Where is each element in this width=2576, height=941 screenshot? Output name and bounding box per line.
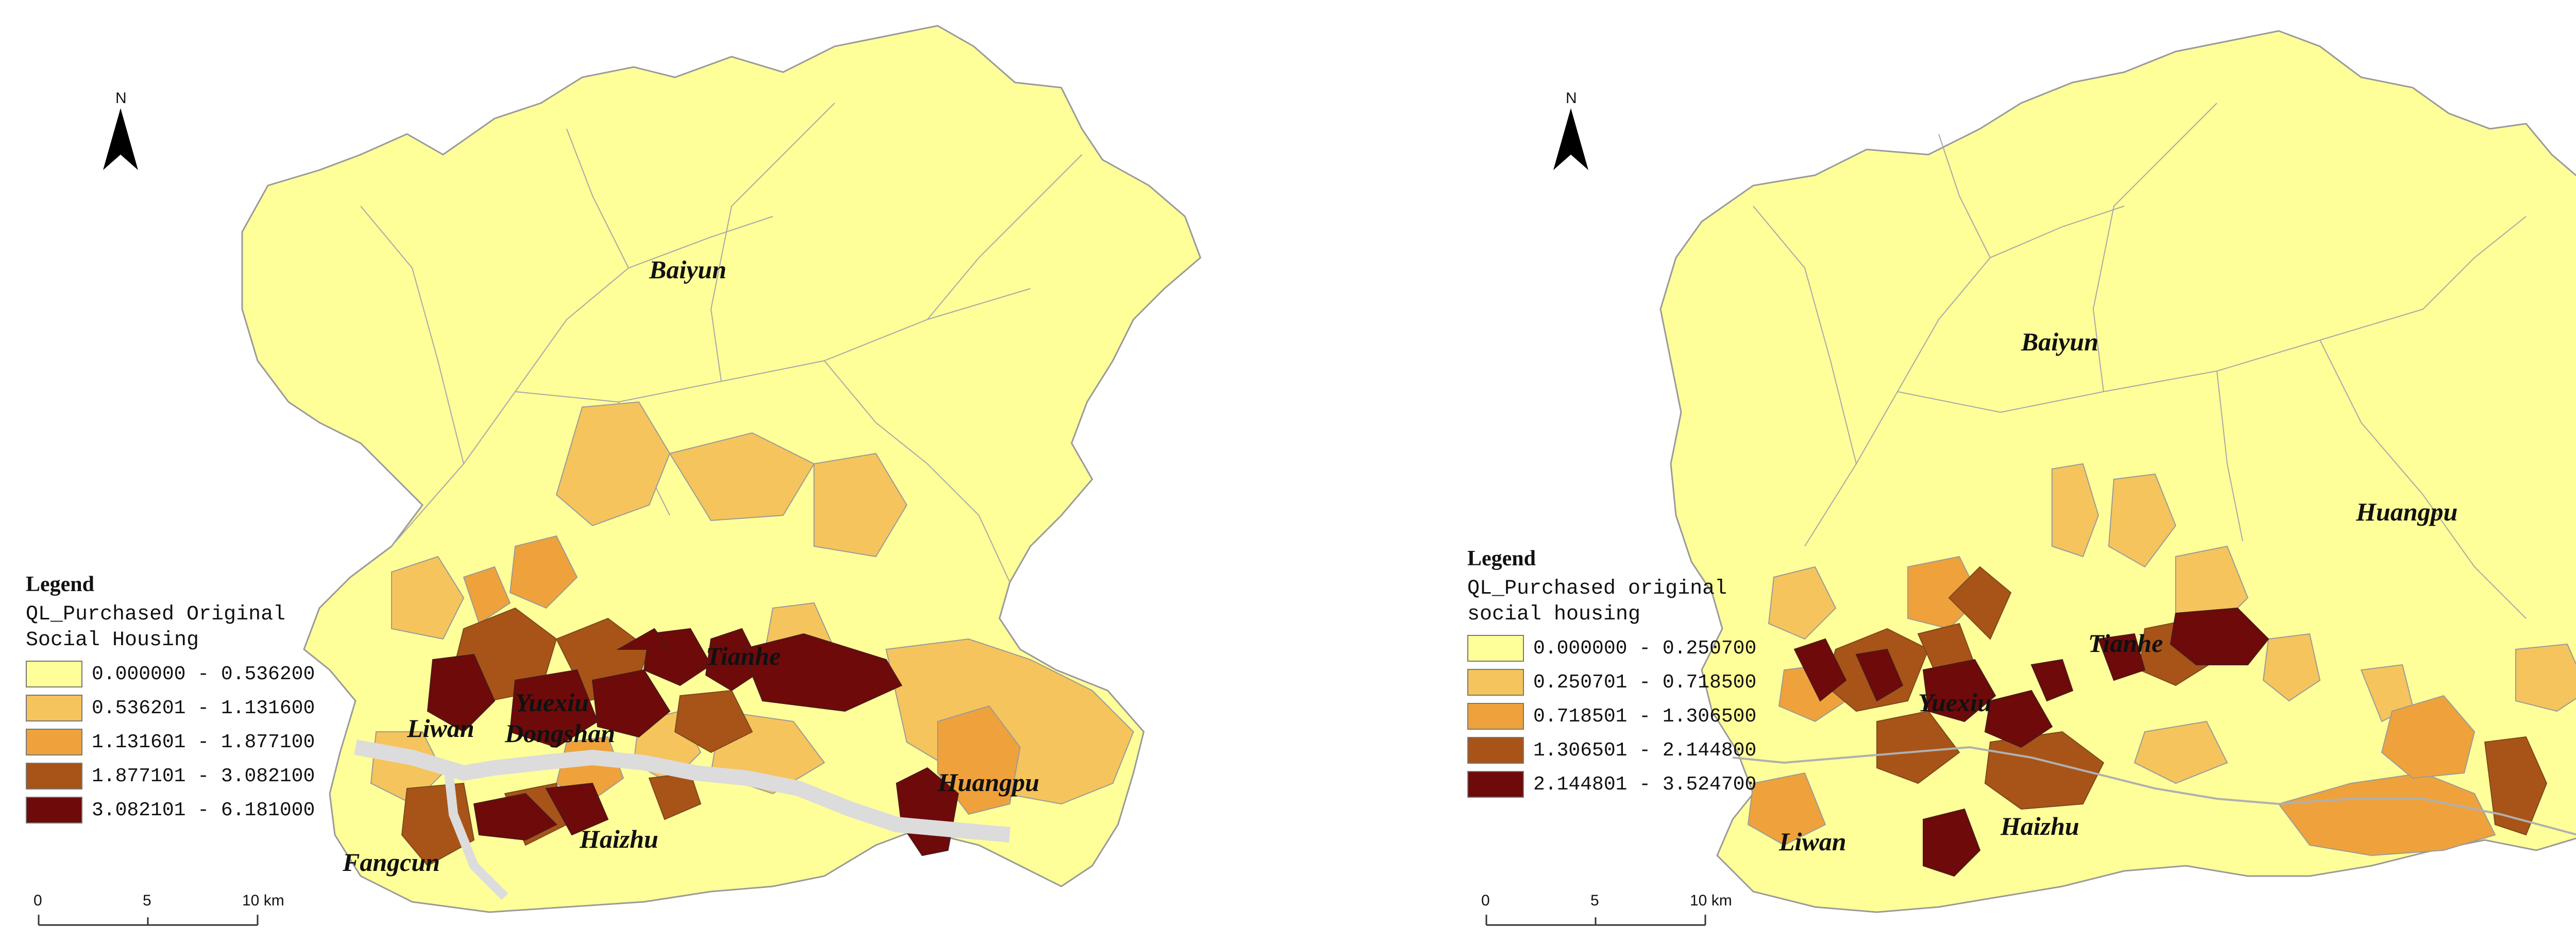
right-legend-heading: Legend: [1467, 547, 1536, 570]
left-map-panel: Baiyun Tianhe Yuexiu Dongshan Liwan Huan…: [26, 25, 1201, 926]
left-map-svg: Baiyun Tianhe Yuexiu Dongshan Liwan Huan…: [33, 25, 1201, 926]
right-label-yuexiu: Yuexiu: [1918, 688, 1992, 717]
left-legend-range-1: 0.000000 - 0.536200: [92, 663, 315, 685]
right-legend-swatch-3: [1467, 703, 1524, 730]
left-legend-class-4: 1.877101 - 3.082100: [26, 763, 315, 789]
right-north-arrow-icon: N: [1553, 90, 1588, 170]
right-label-tianhe: Tianhe: [2088, 629, 2163, 658]
right-scale-bar: 0 5 10 km: [1481, 892, 1732, 926]
left-label-baiyun: Baiyun: [649, 255, 726, 284]
right-legend-range-3: 0.718501 - 1.306500: [1533, 705, 1757, 728]
right-legend-class-2: 0.250701 - 0.718500: [1467, 669, 1756, 696]
left-label-huangpu: Huangpu: [937, 768, 1039, 797]
right-label-baiyun: Baiyun: [2021, 327, 2098, 356]
left-label-liwan: Liwan: [406, 714, 474, 743]
left-legend-classes: 0.000000 - 0.536200 0.536201 - 1.131600 1.…: [26, 661, 315, 824]
left-pearl-river: [354, 740, 1011, 843]
left-label-fangcun: Fangcun: [342, 848, 440, 877]
right-map-svg: Baiyun Huangpu Tianhe Yuexiu Liwan Haizh…: [1481, 30, 2576, 926]
left-legend-field-line2: Social Housing: [26, 629, 199, 652]
left-legend-heading: Legend: [26, 573, 95, 596]
left-legend-swatch-3: [26, 729, 82, 755]
right-legend-range-2: 0.250701 - 0.718500: [1533, 671, 1757, 694]
right-legend-swatch-4: [1467, 737, 1524, 764]
right-legend-classes: 0.000000 - 0.250700 0.250701 - 0.718500 0.…: [1467, 635, 1756, 798]
right-legend-class-3: 0.718501 - 1.306500: [1467, 703, 1756, 730]
right-label-liwan: Liwan: [1778, 827, 1846, 856]
right-legend-swatch-1: [1467, 635, 1524, 662]
left-scale-tick-0: 0: [33, 892, 42, 909]
right-scale-tick-10: 10 km: [1690, 892, 1732, 909]
right-class5-areas: [1793, 607, 2269, 877]
left-label-dongshan: Dongshan: [504, 719, 615, 748]
right-label-huangpu: Huangpu: [2355, 497, 2458, 526]
left-scale-tick-10: 10 km: [242, 892, 284, 909]
right-legend: Legend QL_Purchased original social hous…: [1467, 546, 1756, 798]
right-scale-tick-5: 5: [1590, 892, 1599, 909]
left-label-tianhe: Tianhe: [706, 642, 781, 670]
right-label-haizhu: Haizhu: [2000, 812, 2079, 841]
right-legend-class-4: 1.306501 - 2.144800: [1467, 737, 1756, 764]
left-legend-range-2: 0.536201 - 1.131600: [92, 697, 315, 719]
right-pearl-river: [1732, 746, 2576, 836]
right-map-panel: Baiyun Huangpu Tianhe Yuexiu Liwan Haizh…: [1341, 0, 2576, 941]
left-legend-range-3: 1.131601 - 1.877100: [92, 731, 315, 753]
left-legend-class-3: 1.131601 - 1.877100: [26, 729, 315, 755]
right-legend-class-1: 0.000000 - 0.250700: [1467, 635, 1756, 662]
right-legend-range-4: 1.306501 - 2.144800: [1533, 739, 1757, 762]
left-class5-areas: [427, 628, 959, 856]
left-legend-swatch-4: [26, 763, 82, 789]
left-legend-swatch-2: [26, 695, 82, 721]
left-scale-tick-5: 5: [143, 892, 151, 909]
left-legend-class-5: 3.082101 - 6.181000: [26, 797, 315, 824]
left-north-letter: N: [115, 90, 127, 107]
right-north-letter: N: [1566, 90, 1577, 107]
left-label-haizhu: Haizhu: [579, 825, 658, 853]
left-legend-swatch-5: [26, 797, 82, 824]
right-legend-class-5: 2.144801 - 3.524700: [1467, 771, 1756, 798]
right-legend-field-line1: QL_Purchased original: [1467, 577, 1727, 600]
left-legend-class-2: 0.536201 - 1.131600: [26, 695, 315, 721]
left-legend-range-4: 1.877101 - 3.082100: [92, 765, 315, 787]
left-scale-bar: 0 5 10 km: [33, 892, 284, 926]
right-legend-swatch-2: [1467, 669, 1524, 696]
right-legend-range-1: 0.000000 - 0.250700: [1533, 637, 1757, 660]
left-legend-range-5: 3.082101 - 6.181000: [92, 799, 315, 821]
left-legend: Legend QL_Purchased Original Social Hous…: [26, 572, 315, 824]
right-scale-tick-0: 0: [1481, 892, 1490, 909]
left-label-yuexiu: Yuexiu: [515, 688, 589, 717]
left-legend-class-1: 0.000000 - 0.536200: [26, 661, 315, 687]
right-legend-field-line2: social housing: [1467, 603, 1641, 626]
left-legend-swatch-1: [26, 661, 82, 687]
right-boundaries: [1753, 103, 2527, 619]
right-legend-range-5: 2.144801 - 3.524700: [1533, 773, 1757, 796]
left-legend-field-line1: QL_Purchased Original: [26, 603, 286, 626]
left-north-arrow-icon: N: [103, 90, 138, 170]
right-class2-areas: [1768, 463, 2576, 784]
right-legend-swatch-5: [1467, 771, 1524, 798]
left-river-branch: [444, 767, 509, 900]
